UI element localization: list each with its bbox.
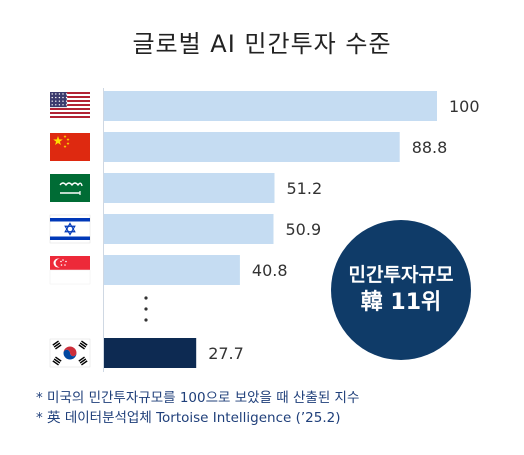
bar-israel bbox=[104, 214, 274, 244]
footnote-1: * 미국의 민간투자규모를 100으로 보았을 때 산출된 지수 bbox=[36, 390, 360, 406]
badge-line1: 민간투자규모 bbox=[348, 264, 454, 286]
us-flag-icon bbox=[50, 92, 90, 120]
value-label-singapore: 40.8 bbox=[252, 261, 288, 280]
bar-singapore bbox=[104, 255, 240, 285]
value-label-china: 88.8 bbox=[412, 138, 448, 157]
bar-saudi-arabia bbox=[104, 173, 275, 203]
south-korea-flag-icon bbox=[49, 338, 91, 368]
china-flag-icon bbox=[50, 133, 90, 161]
bar-south-korea bbox=[104, 338, 197, 368]
footnote-2: * 英 데이터분석업체 Tortoise Intelligence (’25.2… bbox=[36, 410, 341, 426]
singapore-flag-icon bbox=[49, 256, 91, 285]
bar-china bbox=[104, 132, 400, 162]
rank-badge: 민간투자규모 韓 11위 bbox=[331, 220, 471, 360]
badge-line2: 韓 11위 bbox=[360, 290, 442, 315]
saudi-arabia-flag-icon bbox=[50, 174, 90, 202]
value-label-saudi-arabia: 51.2 bbox=[287, 179, 323, 198]
value-label-south-korea: 27.7 bbox=[208, 344, 244, 363]
ellipsis-icon bbox=[144, 296, 148, 322]
israel-flag-icon bbox=[49, 214, 91, 244]
bar-us bbox=[104, 91, 437, 121]
value-label-israel: 50.9 bbox=[286, 220, 322, 239]
chart-title: 글로벌 AI 민간투자 수준 bbox=[132, 30, 392, 58]
value-label-us: 100 bbox=[449, 97, 480, 116]
